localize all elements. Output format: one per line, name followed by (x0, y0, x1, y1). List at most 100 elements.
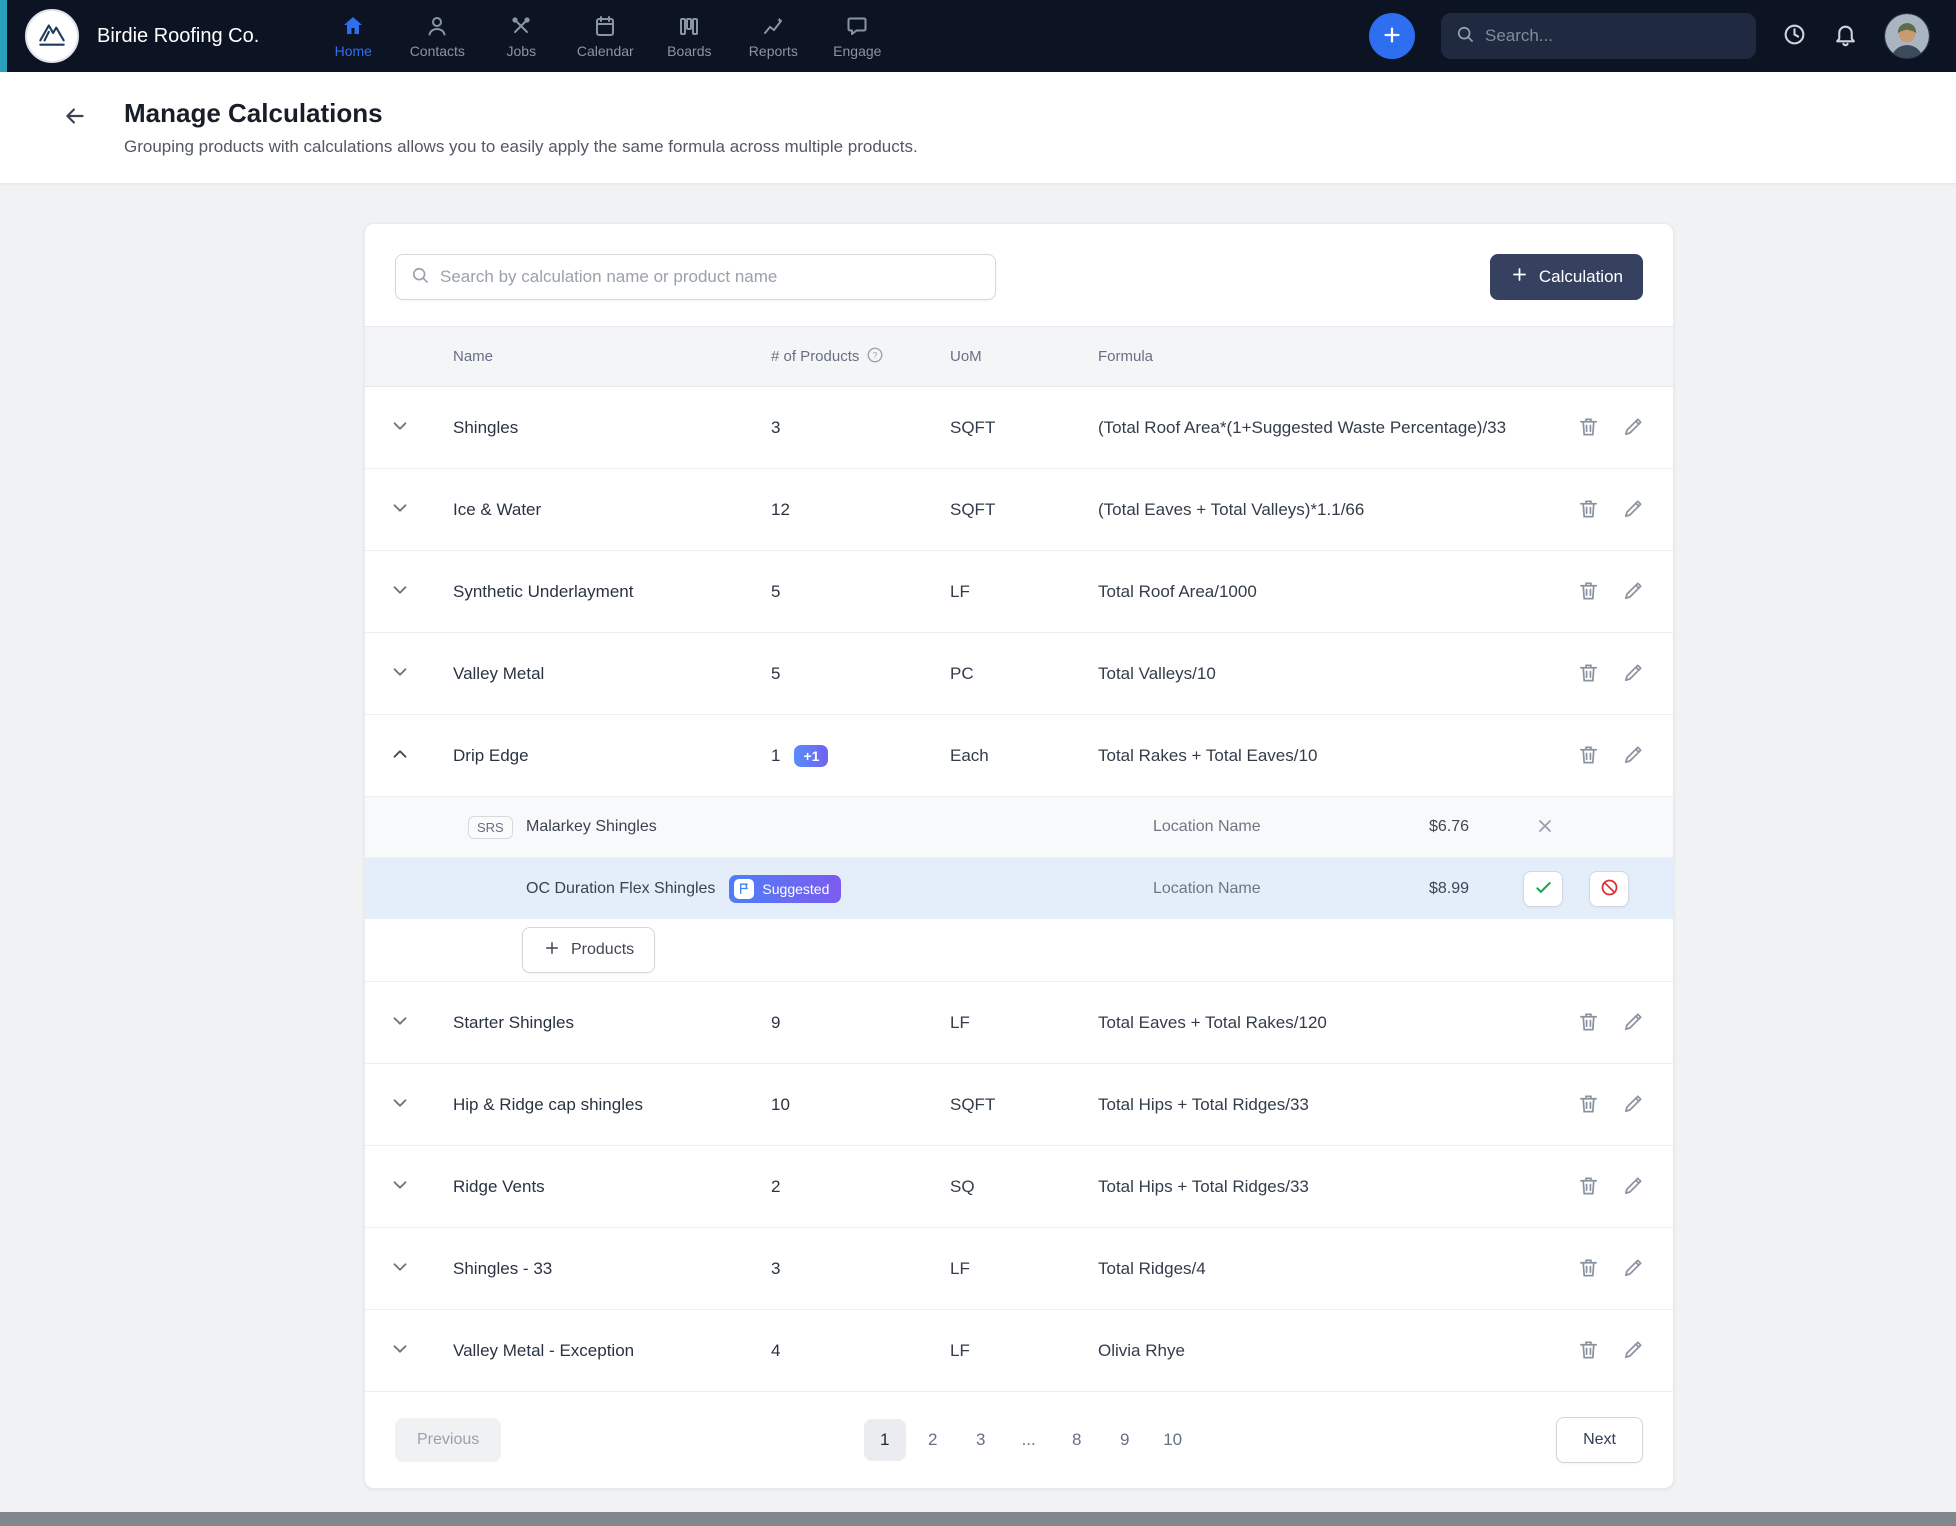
page-subtitle: Grouping products with calculations allo… (124, 137, 918, 156)
chevron-up-icon (389, 743, 411, 768)
page-ellipsis: ... (1008, 1419, 1050, 1461)
global-add-button[interactable] (1369, 13, 1415, 59)
nav-home[interactable]: Home (317, 9, 389, 63)
jobs-icon (508, 13, 534, 39)
table-row: Valley Metal 5 PC Total Valleys/10 (365, 633, 1673, 715)
product-count: 10 (771, 1094, 790, 1114)
delete-button[interactable] (1577, 1256, 1600, 1282)
delete-button[interactable] (1577, 1338, 1600, 1364)
expand-row-button[interactable] (389, 579, 411, 604)
delete-button[interactable] (1577, 1092, 1600, 1118)
edit-button[interactable] (1622, 579, 1645, 605)
history-button[interactable] (1782, 22, 1807, 50)
question-circle-icon[interactable]: ? (866, 346, 884, 368)
calc-name: Shingles (453, 417, 519, 437)
edit-button[interactable] (1622, 415, 1645, 441)
calc-name: Synthetic Underlayment (453, 581, 634, 601)
global-search-input[interactable] (1485, 26, 1742, 46)
edit-button[interactable] (1622, 497, 1645, 523)
page-button[interactable]: 10 (1152, 1419, 1194, 1461)
edit-button[interactable] (1622, 1174, 1645, 1200)
delete-button[interactable] (1577, 1010, 1600, 1036)
delete-button[interactable] (1577, 661, 1600, 687)
table-row: Hip & Ridge cap shingles 10 SQFT Total H… (365, 1064, 1673, 1146)
expand-row-button[interactable] (389, 1338, 411, 1363)
nav-calendar[interactable]: Calendar (569, 9, 641, 63)
add-products-button[interactable]: Products (522, 927, 656, 973)
column-formula: Formula (1098, 348, 1154, 365)
product-count: 3 (771, 1258, 781, 1278)
add-products-row: Products (365, 919, 1673, 982)
page-button[interactable]: 1 (863, 1419, 906, 1461)
topbar-right (1369, 13, 1930, 59)
calc-formula: Olivia Rhye (1098, 1340, 1185, 1360)
edit-button[interactable] (1622, 1256, 1645, 1282)
previous-page-button[interactable]: Previous (395, 1418, 502, 1462)
column-name: Name (453, 348, 494, 365)
nav-boards-label: Boards (667, 43, 712, 59)
nav-calendar-label: Calendar (576, 43, 634, 59)
calc-name: Valley Metal - Exception (453, 1340, 635, 1360)
delete-button[interactable] (1577, 415, 1600, 441)
edit-button[interactable] (1622, 1338, 1645, 1364)
edit-button[interactable] (1622, 743, 1645, 769)
nav-contacts[interactable]: Contacts (401, 9, 473, 63)
nav-engage[interactable]: Engage (821, 9, 893, 63)
delete-button[interactable] (1577, 1174, 1600, 1200)
expand-row-button[interactable] (389, 415, 411, 440)
page-button[interactable]: 9 (1104, 1419, 1146, 1461)
delete-button[interactable] (1577, 579, 1600, 605)
expand-row-button[interactable] (389, 1256, 411, 1281)
nav-engage-label: Engage (833, 43, 882, 59)
company-logo[interactable] (25, 9, 79, 63)
table-row: Synthetic Underlayment 5 LF Total Roof A… (365, 551, 1673, 633)
edit-button[interactable] (1622, 661, 1645, 687)
next-page-button[interactable]: Next (1556, 1417, 1643, 1463)
calc-uom: LF (950, 581, 970, 601)
edit-button[interactable] (1622, 1092, 1645, 1118)
column-uom: UoM (950, 348, 982, 365)
bell-icon (1833, 22, 1858, 50)
pencil-icon (1622, 579, 1645, 605)
page-button[interactable]: 8 (1056, 1419, 1098, 1461)
back-button[interactable] (62, 103, 88, 132)
table-row-expanded: Drip Edge 1 +1 Each Total Rakes + Total … (365, 715, 1673, 797)
edit-button[interactable] (1622, 1010, 1645, 1036)
page-button[interactable]: 3 (960, 1419, 1002, 1461)
expand-row-button[interactable] (389, 1174, 411, 1199)
product-name: Malarkey Shingles (526, 818, 657, 835)
delete-button[interactable] (1577, 497, 1600, 523)
window-bottom-edge (0, 1512, 1956, 1526)
pencil-icon (1622, 415, 1645, 441)
main-content: Calculation Name # of Products ? UoM For… (0, 184, 1956, 1489)
expand-row-button[interactable] (389, 497, 411, 522)
calc-search-input[interactable] (440, 267, 981, 287)
avatar[interactable] (1884, 13, 1930, 59)
calc-search (395, 254, 996, 300)
product-count: 4 (771, 1340, 781, 1360)
product-count: 2 (771, 1176, 781, 1196)
notifications-button[interactable] (1833, 22, 1858, 50)
nav-reports[interactable]: Reports (737, 9, 809, 63)
delete-button[interactable] (1577, 743, 1600, 769)
remove-product-button[interactable] (1535, 816, 1555, 839)
chevron-down-icon (389, 1010, 411, 1035)
collapse-row-button[interactable] (389, 743, 411, 768)
nav-boards[interactable]: Boards (653, 9, 725, 63)
trash-icon (1577, 1174, 1600, 1200)
accept-suggestion-button[interactable] (1523, 870, 1563, 907)
trash-icon (1577, 415, 1600, 441)
add-calculation-button[interactable]: Calculation (1489, 254, 1643, 300)
trash-icon (1577, 497, 1600, 523)
chevron-down-icon (389, 1174, 411, 1199)
nav-jobs[interactable]: Jobs (485, 9, 557, 63)
reject-suggestion-button[interactable] (1589, 870, 1629, 907)
product-price: $6.76 (1429, 818, 1470, 835)
nav-contacts-label: Contacts (409, 43, 465, 59)
expand-row-button[interactable] (389, 1010, 411, 1035)
chevron-down-icon (389, 1256, 411, 1281)
page-title: Manage Calculations (124, 98, 383, 128)
expand-row-button[interactable] (389, 1092, 411, 1117)
expand-row-button[interactable] (389, 661, 411, 686)
page-button[interactable]: 2 (912, 1419, 954, 1461)
